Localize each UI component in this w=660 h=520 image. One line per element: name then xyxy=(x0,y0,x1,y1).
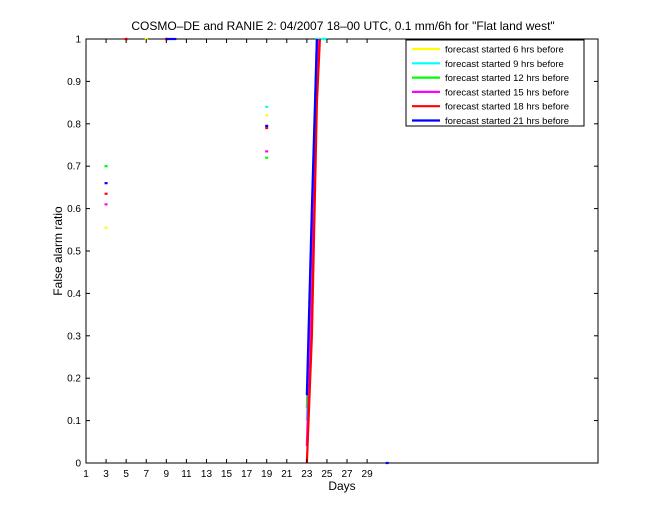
legend-label: forecast started 9 hrs before xyxy=(445,59,564,70)
x-tick-label: 19 xyxy=(261,469,273,480)
series xyxy=(104,37,389,465)
y-axis: 0 0.1 0.2 0.3 0.4 0.5 0.6 0.7 0.8 0.9 1 xyxy=(67,35,598,470)
y-tick-label: 0 xyxy=(75,459,81,470)
x-tick-label: 11 xyxy=(181,469,192,480)
data-layer xyxy=(104,37,389,465)
y-tick-label: 0.3 xyxy=(67,331,81,342)
y-tick-label: 0.6 xyxy=(67,204,81,215)
legend-label: forecast started 12 hrs before xyxy=(445,73,569,84)
legend-label: forecast started 15 hrs before xyxy=(445,87,569,98)
y-tick-label: 0.8 xyxy=(67,119,81,130)
series-line xyxy=(305,38,322,464)
legend-label: forecast started 21 hrs before xyxy=(445,116,569,127)
x-axis: 1 3 5 7 9 11 13 15 17 19 21 23 25 27 29 xyxy=(83,39,373,480)
x-tick-label: 15 xyxy=(221,469,233,480)
legend-label: forecast started 18 hrs before xyxy=(445,102,569,113)
y-tick-label: 0.5 xyxy=(67,247,81,258)
x-tick-label: 23 xyxy=(301,469,313,480)
x-axis-label: Days xyxy=(328,479,355,493)
chart-title: COSMO–DE and RANIE 2: 04/2007 18–00 UTC,… xyxy=(131,19,554,33)
x-tick-label: 27 xyxy=(341,469,353,480)
y-tick-label: 1 xyxy=(75,35,81,46)
x-tick-label: 21 xyxy=(281,469,293,480)
y-tick-label: 0.7 xyxy=(67,162,81,173)
x-tick-label: 5 xyxy=(123,469,129,480)
legend: forecast started 6 hrs before forecast st… xyxy=(405,39,585,127)
y-tick-label: 0.9 xyxy=(67,77,81,88)
y-tick-label: 0.4 xyxy=(67,289,81,300)
legend-box xyxy=(405,39,585,127)
x-tick-label: 25 xyxy=(321,469,333,480)
y-tick-label: 0.2 xyxy=(67,374,81,385)
x-tick-label: 9 xyxy=(164,469,170,480)
x-tick-label: 3 xyxy=(103,469,109,480)
x-tick-label: 1 xyxy=(83,469,89,480)
x-tick-label: 29 xyxy=(362,469,374,480)
y-tick-label: 0.1 xyxy=(67,416,81,427)
series-line xyxy=(305,38,318,396)
x-tick-label: 13 xyxy=(201,469,213,480)
legend-label: forecast started 6 hrs before xyxy=(445,45,564,56)
x-tick-label: 7 xyxy=(143,469,149,480)
x-tick-label: 17 xyxy=(241,469,253,480)
y-axis-label: False alarm ratio xyxy=(51,206,65,296)
